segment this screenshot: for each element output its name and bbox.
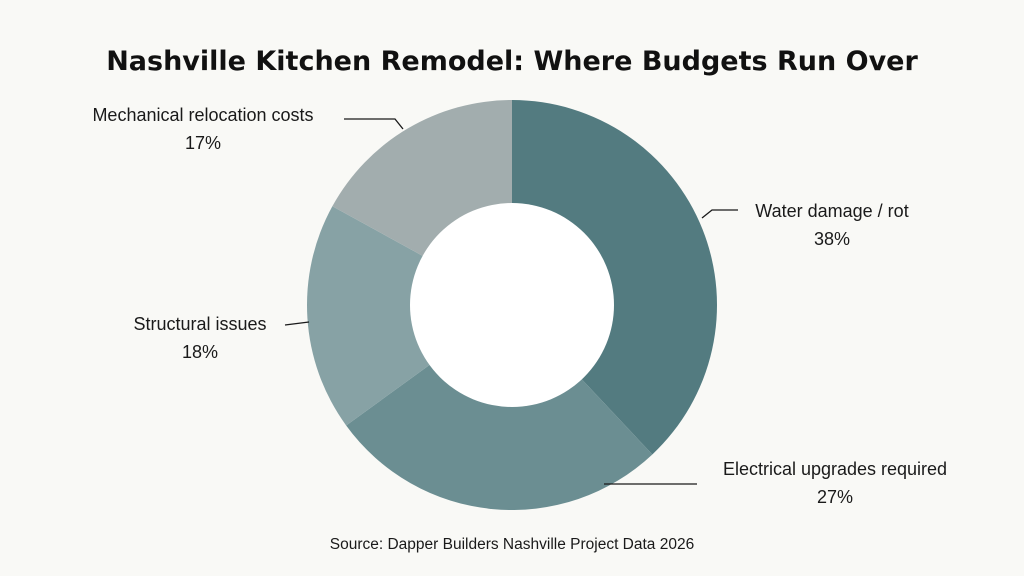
- donut-hole: [410, 203, 614, 407]
- slice-label-water-damage: Water damage / rot: [755, 201, 908, 221]
- slice-value-water-damage: 38%: [814, 229, 850, 249]
- slice-label-mechanical: Mechanical relocation costs: [92, 105, 313, 125]
- slice-label-structural: Structural issues: [133, 314, 266, 334]
- slice-electrical: [346, 305, 653, 511]
- slice-structural: [306, 206, 512, 426]
- slice-value-mechanical: 17%: [185, 133, 221, 153]
- chart-title: Nashville Kitchen Remodel: Where Budgets…: [106, 46, 918, 77]
- leader-line-water-damage: [701, 209, 738, 219]
- source-note: Source: Dapper Builders Nashville Projec…: [330, 536, 694, 553]
- slice-value-electrical: 27%: [817, 487, 853, 507]
- leader-line-mechanical: [344, 118, 404, 130]
- slice-label-electrical: Electrical upgrades required: [723, 459, 947, 479]
- slice-water-damage: [512, 100, 717, 455]
- slice-value-structural: 18%: [182, 342, 218, 362]
- leader-line-structural: [284, 321, 310, 326]
